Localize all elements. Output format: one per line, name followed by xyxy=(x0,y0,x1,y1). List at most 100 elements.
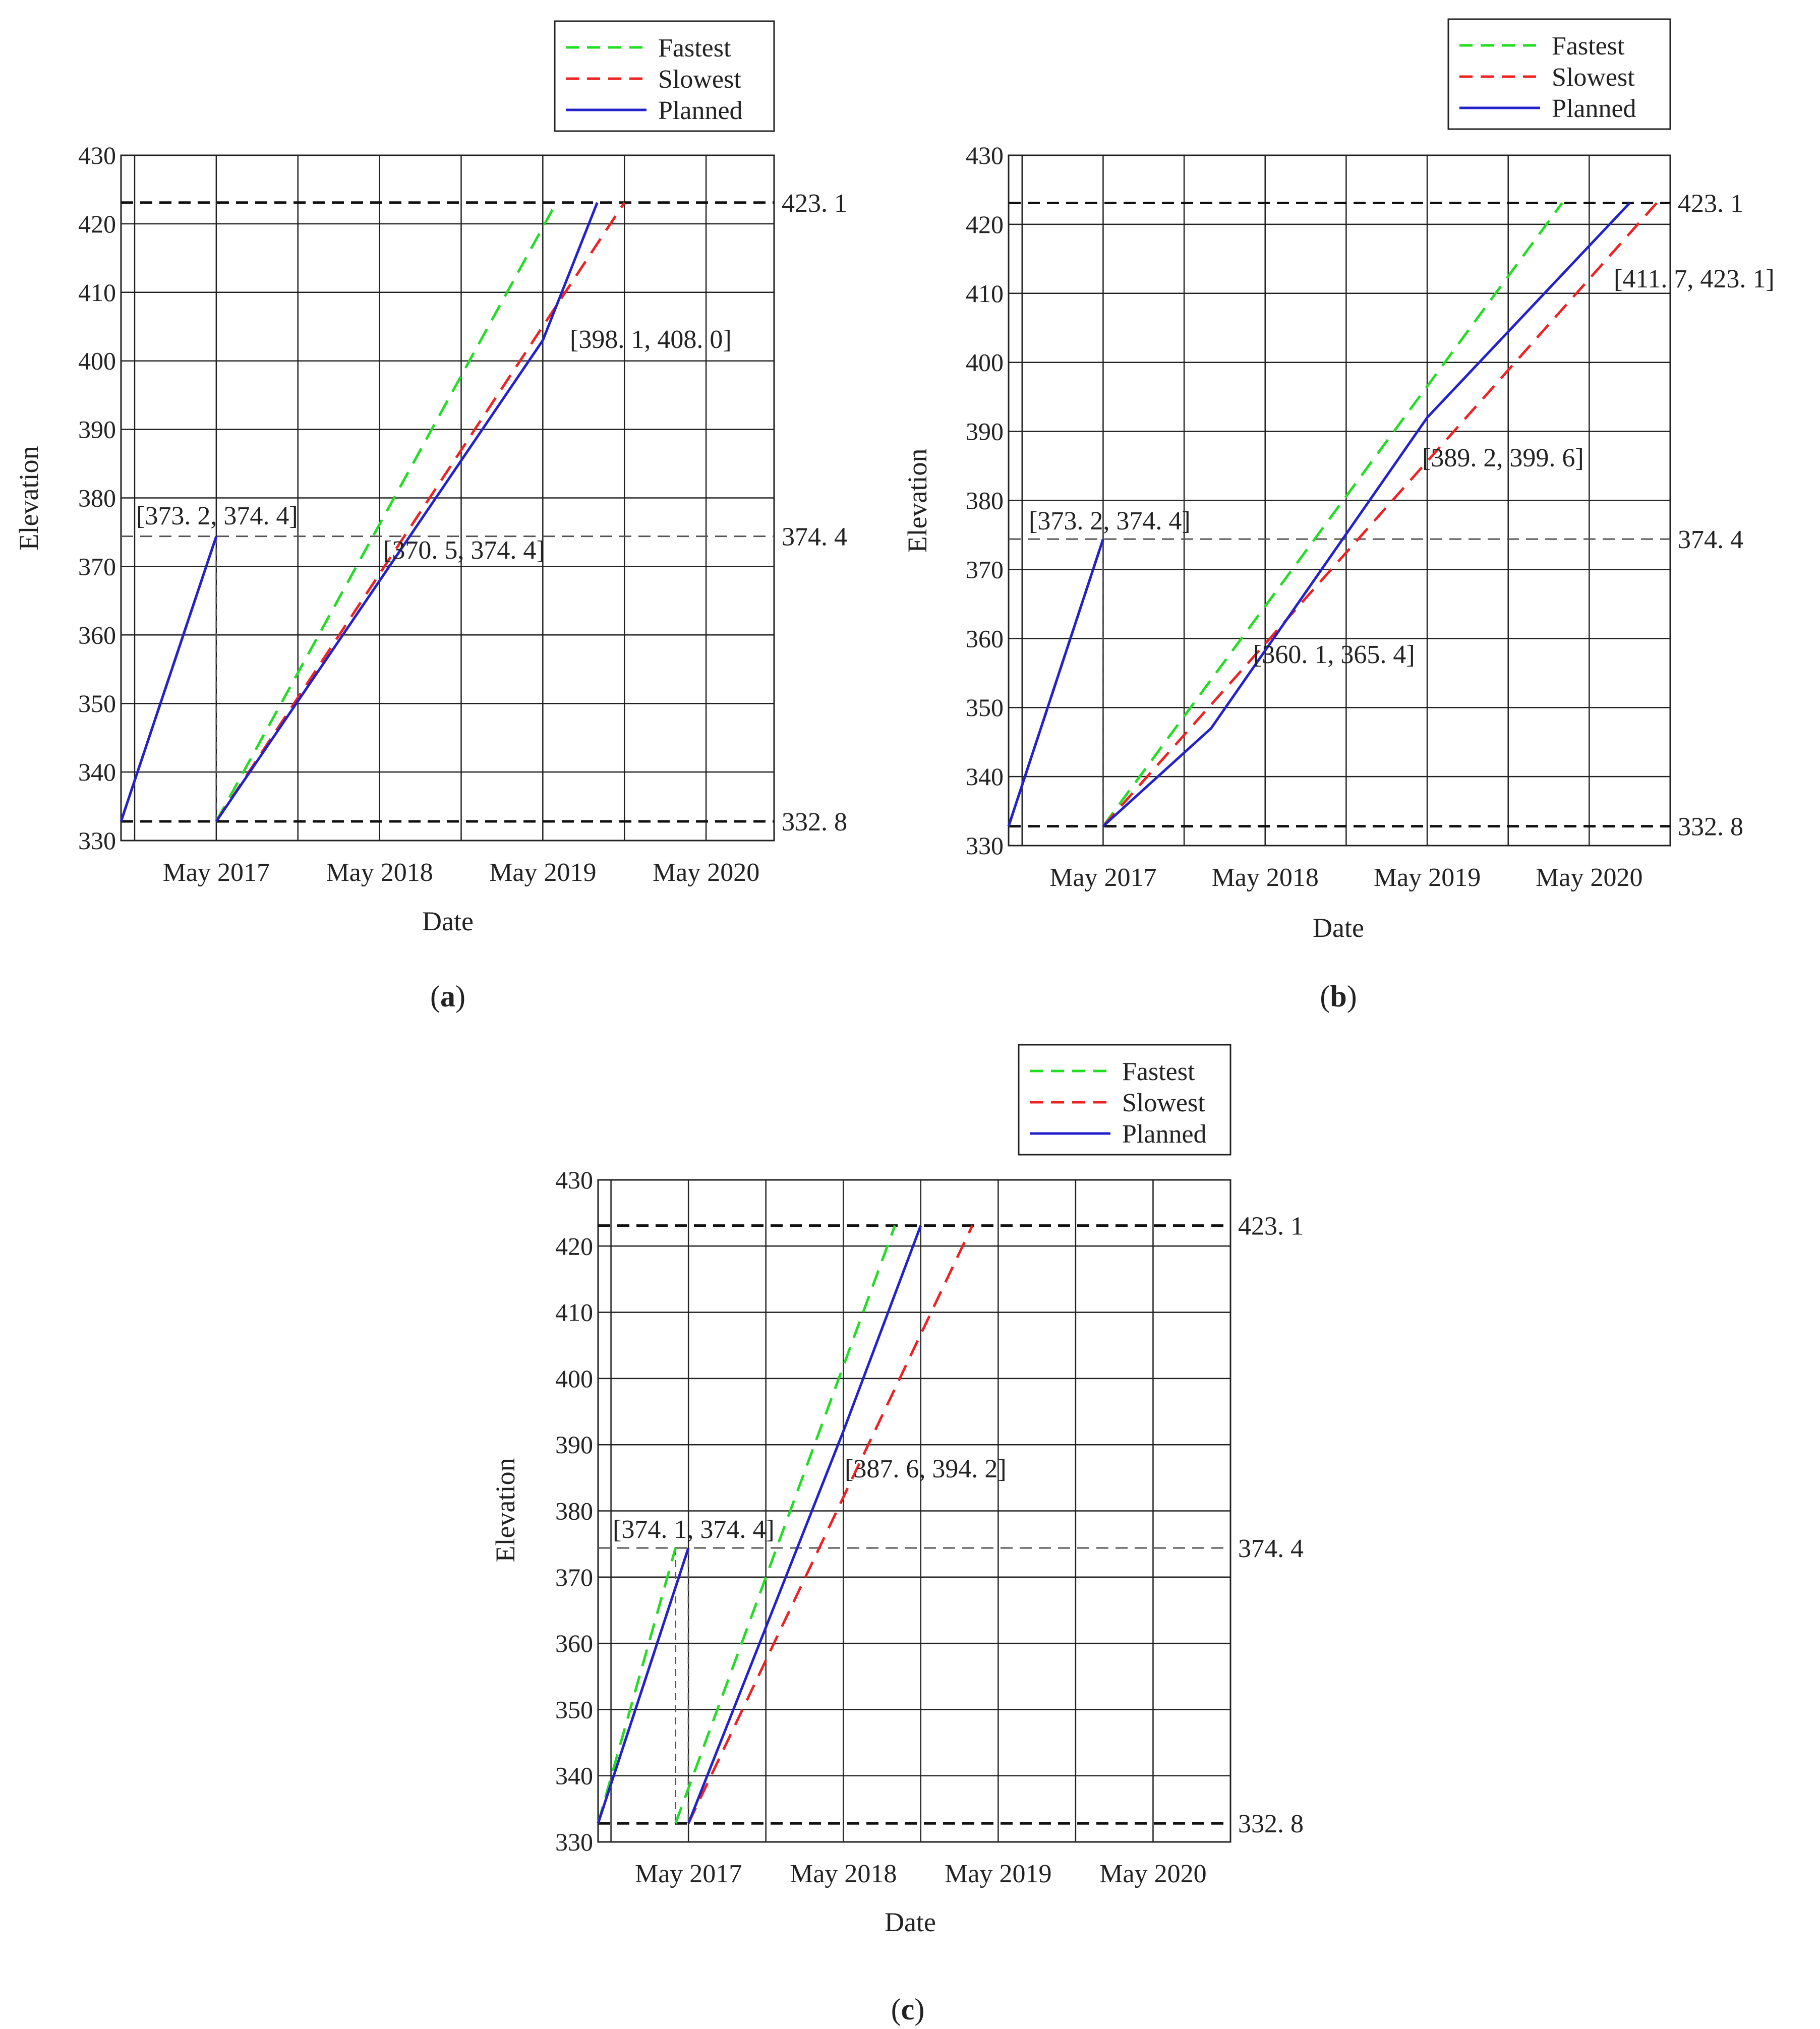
series-line-slowest xyxy=(215,202,626,822)
series-line-planned xyxy=(1007,539,1104,827)
x-tick-label: May 2020 xyxy=(1099,1860,1206,1888)
reference-label: 332. 8 xyxy=(1678,813,1743,842)
y-tick-label: 430 xyxy=(555,1166,593,1194)
panel-caption: (c) xyxy=(891,1993,925,2026)
y-tick-label: 420 xyxy=(78,210,116,238)
x-axis-title: Date xyxy=(885,1907,936,1937)
y-tick-label: 350 xyxy=(78,689,116,718)
x-axis-title: Date xyxy=(422,906,474,936)
y-tick-label: 360 xyxy=(555,1629,593,1657)
y-tick-label: 410 xyxy=(78,278,116,307)
series-line-planned xyxy=(597,1547,690,1824)
reference-label: 423. 1 xyxy=(1238,1212,1304,1241)
legend-box xyxy=(554,20,775,132)
annotation-label: [398. 1, 408. 0] xyxy=(570,325,732,354)
series-line-slowest xyxy=(1102,202,1658,827)
y-tick-label: 330 xyxy=(555,1828,593,1856)
x-tick-label: May 2020 xyxy=(1536,863,1642,892)
y-tick-label: 430 xyxy=(966,141,1004,169)
legend-label: Slowest xyxy=(658,65,741,94)
legend-label: Planned xyxy=(658,96,743,125)
chart-panel-b: 330 340 350 360 370 380 390 400 410 420 430 May 201… xyxy=(902,18,1775,1013)
y-axis-title: Elevation xyxy=(490,1458,520,1563)
legend-box xyxy=(1018,1044,1231,1156)
x-tick-label: May 2017 xyxy=(1049,863,1156,892)
legend-label: Fastest xyxy=(1122,1057,1195,1086)
x-tick-label: May 2017 xyxy=(163,858,270,887)
panel-caption: (a) xyxy=(430,980,465,1013)
y-tick-label: 400 xyxy=(555,1364,593,1393)
y-axis-title: Elevation xyxy=(902,449,932,553)
legend-box xyxy=(1447,18,1671,130)
reference-label: 332. 8 xyxy=(782,808,847,837)
y-tick-label: 360 xyxy=(78,621,116,649)
legend-label: Fastest xyxy=(1552,32,1625,61)
annotation-label: [387. 6, 394. 2] xyxy=(845,1455,1007,1483)
x-tick-label: May 2019 xyxy=(945,1860,1051,1888)
y-tick-label: 330 xyxy=(78,826,116,855)
x-tick-label: May 2018 xyxy=(790,1860,897,1888)
panel-caption: (b) xyxy=(1320,980,1357,1013)
x-tick-label: May 2020 xyxy=(653,858,759,887)
y-tick-label: 410 xyxy=(966,279,1004,308)
series-line-slowest xyxy=(687,1225,974,1824)
y-tick-label: 340 xyxy=(78,758,116,786)
y-tick-label: 370 xyxy=(966,555,1004,583)
x-axis-title: Date xyxy=(1313,913,1364,943)
annotation-label: [373. 2, 374. 4] xyxy=(1029,507,1191,535)
reference-label: 332. 8 xyxy=(1238,1810,1304,1838)
y-tick-label: 340 xyxy=(555,1762,593,1790)
y-tick-label: 330 xyxy=(966,831,1004,860)
chart-panel-c: 330 340 350 360 370 380 390 400 410 420 430 May 201… xyxy=(490,1044,1304,2026)
y-tick-label: 390 xyxy=(966,417,1004,446)
y-tick-label: 430 xyxy=(78,141,116,169)
chart-panel-a: 330 340 350 360 370 380 390 400 410 420 430 May 201… xyxy=(14,20,847,1013)
y-tick-label: 370 xyxy=(78,552,116,580)
x-tick-label: May 2019 xyxy=(1374,863,1481,892)
reference-label: 374. 4 xyxy=(782,523,847,552)
y-tick-label: 420 xyxy=(555,1232,593,1260)
x-tick-label: May 2018 xyxy=(1212,863,1319,892)
y-tick-label: 350 xyxy=(555,1695,593,1723)
y-tick-label: 380 xyxy=(555,1497,593,1525)
y-tick-label: 340 xyxy=(966,762,1004,791)
series-line-fastest xyxy=(215,202,558,822)
series-line-planned xyxy=(1102,202,1631,827)
x-tick-label: May 2017 xyxy=(635,1860,742,1888)
y-tick-label: 410 xyxy=(555,1298,593,1327)
annotation-label: [374. 1, 374. 4] xyxy=(613,1515,775,1544)
annotation-label: [360. 1, 365. 4] xyxy=(1253,640,1415,669)
y-tick-label: 400 xyxy=(78,347,116,375)
y-tick-label: 380 xyxy=(966,487,1004,515)
legend-label: Slowest xyxy=(1122,1089,1205,1117)
series-line-planned xyxy=(120,535,218,822)
reference-label: 423. 1 xyxy=(1678,189,1743,218)
legend-label: Slowest xyxy=(1552,63,1635,92)
x-tick-label: May 2018 xyxy=(326,858,433,887)
y-tick-label: 390 xyxy=(555,1430,593,1459)
y-tick-label: 350 xyxy=(966,693,1004,722)
annotation-label: [411. 7, 423. 1] xyxy=(1614,265,1775,293)
legend-label: Planned xyxy=(1122,1120,1207,1149)
y-tick-label: 420 xyxy=(966,210,1004,238)
series-line-fastest xyxy=(1102,202,1563,827)
annotation-label: [389. 2, 399. 6] xyxy=(1422,444,1584,472)
legend-label: Fastest xyxy=(658,34,731,63)
series-line-planned xyxy=(687,1225,922,1824)
series-line-planned xyxy=(215,202,599,822)
reference-label: 374. 4 xyxy=(1238,1534,1304,1563)
y-axis-title: Elevation xyxy=(14,446,44,551)
y-tick-label: 380 xyxy=(78,484,116,512)
x-tick-label: May 2019 xyxy=(489,858,596,887)
y-tick-label: 360 xyxy=(966,624,1004,652)
y-tick-label: 370 xyxy=(555,1563,593,1591)
reference-label: 423. 1 xyxy=(782,189,847,218)
series-line-fastest xyxy=(597,1547,677,1824)
legend-label: Planned xyxy=(1552,94,1636,123)
reference-label: 374. 4 xyxy=(1678,525,1743,554)
series-line-fastest xyxy=(674,1225,896,1824)
annotation-label: [373. 2, 374. 4] xyxy=(136,502,298,530)
y-tick-label: 390 xyxy=(78,415,116,444)
annotation-label: [370. 5, 374. 4] xyxy=(383,536,545,565)
